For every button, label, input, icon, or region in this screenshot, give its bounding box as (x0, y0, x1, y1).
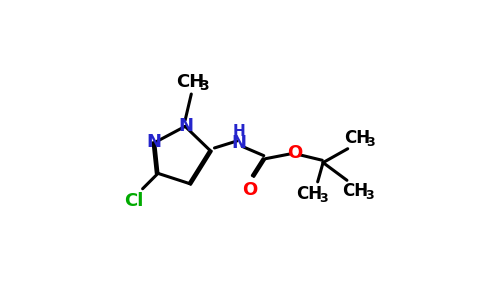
Text: 3: 3 (366, 136, 375, 149)
Text: 3: 3 (199, 79, 209, 93)
Text: Cl: Cl (124, 192, 144, 210)
Text: CH: CH (342, 182, 368, 200)
Text: N: N (232, 134, 247, 152)
Text: 3: 3 (319, 192, 327, 205)
Text: CH: CH (296, 185, 322, 203)
Text: N: N (147, 133, 162, 151)
Text: O: O (287, 144, 302, 162)
Text: H: H (233, 124, 245, 139)
Text: CH: CH (344, 129, 370, 147)
Text: O: O (242, 181, 257, 199)
Text: 3: 3 (365, 189, 374, 202)
Text: N: N (179, 117, 194, 135)
Text: CH: CH (176, 74, 205, 92)
